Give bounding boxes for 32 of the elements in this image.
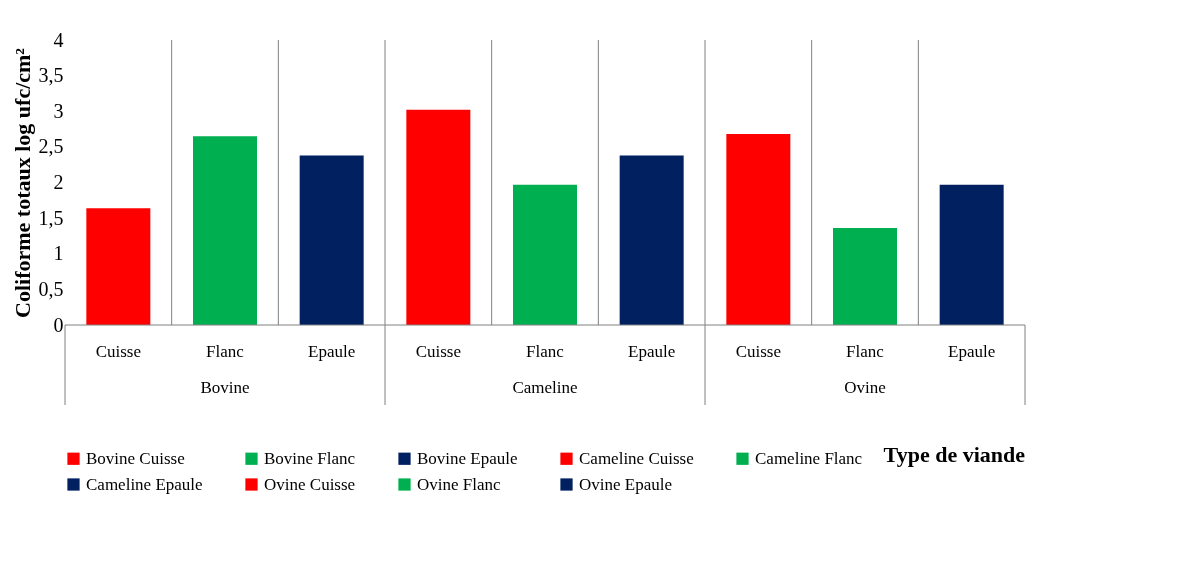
y-tick-label: 2 (53, 171, 64, 193)
legend-label: Cameline Epaule (86, 474, 203, 494)
legend-label: Cameline Flanc (755, 448, 863, 468)
y-tick-label: 0 (53, 313, 64, 336)
legend-label: Bovine Epaule (417, 448, 518, 468)
legend-label: Bovine Cuisse (86, 448, 185, 468)
x-axis-title: Type de viande (883, 442, 1026, 467)
x-tick-label: Flanc (846, 342, 885, 361)
y-tick-label: 0,5 (38, 277, 64, 300)
x-tick-label: Cuisse (95, 342, 142, 361)
x-tick-label: Epaule (628, 342, 676, 361)
text: Cameline (512, 378, 578, 397)
legend-label: Ovine Epaule (579, 474, 672, 494)
y-tick-label: 3 (53, 99, 64, 122)
x-tick-label: Flanc (206, 342, 245, 361)
legend-label: Ovine Cuisse (264, 474, 356, 494)
legend-label: Bovine Flanc (264, 448, 356, 468)
y-tick-label: 1,5 (38, 206, 64, 229)
x-tick-label: Cuisse (735, 342, 782, 361)
y-tick-label: 3,5 (38, 64, 64, 87)
text: Bovine (200, 378, 250, 397)
x-tick-label: Flanc (526, 342, 565, 361)
y-axis-title: Coliforme totaux log ufc/cm² (9, 47, 35, 318)
x-tick-label: Epaule (948, 342, 996, 361)
legend-label: Ovine Flanc (417, 474, 502, 494)
x-tick-label: Cuisse (415, 342, 462, 361)
x-tick-label: Epaule (308, 342, 356, 361)
y-tick-label: 1 (53, 242, 64, 265)
legend-label: Cameline Cuisse (579, 448, 694, 468)
text: Ovine (844, 378, 886, 397)
y-tick-label: 4 (53, 28, 64, 51)
y-tick-label: 2,5 (38, 135, 64, 158)
